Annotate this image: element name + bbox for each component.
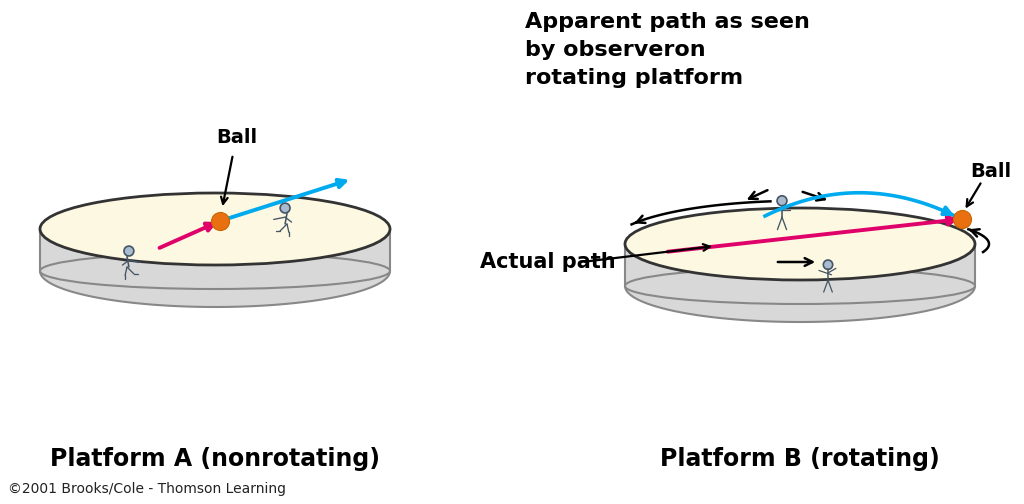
Ellipse shape (40, 253, 390, 289)
Ellipse shape (625, 208, 975, 280)
Polygon shape (40, 229, 390, 307)
Text: Apparent path as seen
by observeron
rotating platform: Apparent path as seen by observeron rota… (525, 12, 810, 88)
Circle shape (124, 246, 134, 256)
Circle shape (823, 260, 833, 270)
Text: ©2001 Brooks/Cole - Thomson Learning: ©2001 Brooks/Cole - Thomson Learning (8, 482, 286, 496)
Circle shape (777, 196, 786, 206)
Text: Platform B (rotating): Platform B (rotating) (660, 447, 940, 471)
Text: Ball: Ball (216, 128, 258, 147)
Ellipse shape (625, 268, 975, 304)
Text: Actual path: Actual path (480, 252, 615, 272)
Text: Ball: Ball (970, 162, 1011, 181)
Polygon shape (625, 244, 975, 322)
Text: Platform A (nonrotating): Platform A (nonrotating) (50, 447, 380, 471)
Ellipse shape (40, 193, 390, 265)
Circle shape (281, 203, 290, 213)
